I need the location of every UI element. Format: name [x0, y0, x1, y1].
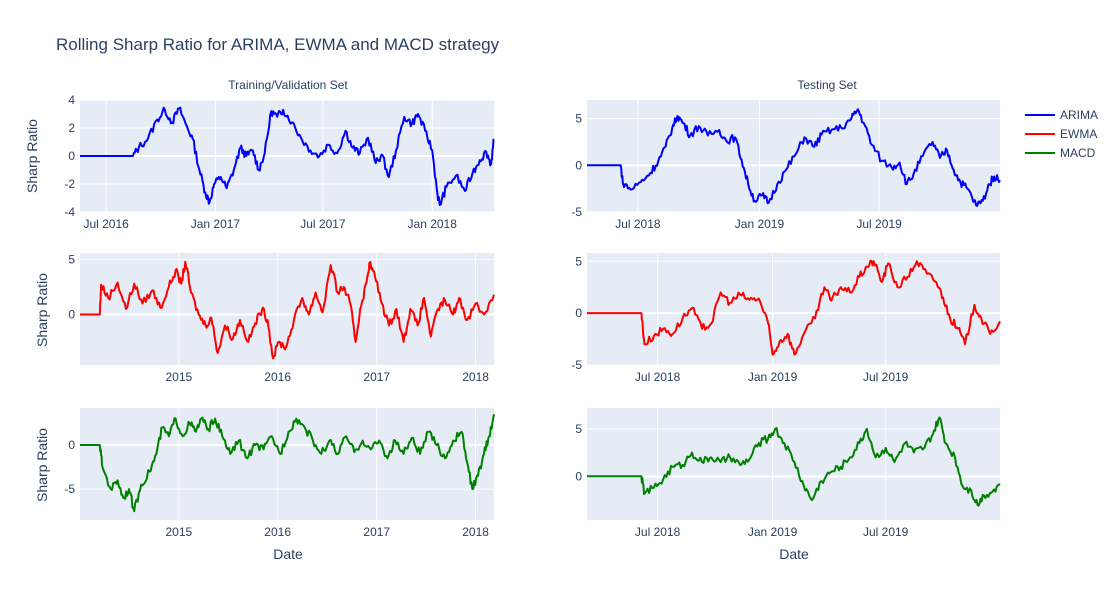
y-tick-label: 0: [68, 149, 75, 163]
y-tick-label: 5: [575, 254, 582, 268]
y-axis-title: Sharp Ratio: [24, 119, 40, 193]
x-tick-label: Jul 2018: [635, 525, 681, 539]
panel-macd-testing: Jul 2018 Jan 2019 Jul 2019 0 5: [575, 408, 1001, 539]
legend: ARIMA EWMA MACD: [1025, 108, 1098, 160]
x-axis-title-left: Date: [273, 546, 303, 562]
panel-arima-testing: Jul 2018 Jan 2019 Jul 2019 -5 0 5: [571, 100, 1001, 231]
series-line-macd: [587, 416, 1001, 507]
x-tick-label: Jan 2019: [748, 525, 798, 539]
y-tick-label: -5: [64, 482, 75, 496]
y-tick-label: 0: [575, 469, 582, 483]
x-tick-label: Jan 2018: [408, 217, 458, 231]
legend-label: ARIMA: [1060, 108, 1098, 122]
x-tick-label: 2017: [363, 370, 390, 384]
x-tick-label: Jul 2018: [635, 370, 681, 384]
y-tick-label: 0: [68, 307, 75, 321]
chart-title: Rolling Sharp Ratio for ARIMA, EWMA and …: [56, 35, 500, 54]
x-tick-label: Jan 2017: [191, 217, 241, 231]
x-tick-label: Jul 2019: [863, 370, 909, 384]
y-tick-label: 5: [575, 112, 582, 126]
y-tick-label: 4: [68, 93, 75, 107]
x-tick-label: 2015: [165, 525, 192, 539]
y-axis-title: Sharp Ratio: [34, 428, 50, 502]
panel-ewma-testing: Jul 2018 Jan 2019 Jul 2019 -5 0 5: [571, 253, 1001, 384]
legend-item-arima[interactable]: ARIMA: [1025, 108, 1098, 122]
legend-item-macd[interactable]: MACD: [1025, 146, 1096, 160]
y-tick-label: 0: [575, 158, 582, 172]
series-line-arima: [80, 106, 495, 206]
legend-item-ewma[interactable]: EWMA: [1025, 127, 1097, 141]
panel-arima-training: Jul 2016 Jan 2017 Jul 2017 Jan 2018 -4 -2 0 2 4 S…: [24, 93, 495, 231]
x-tick-label: 2018: [462, 525, 489, 539]
plot-background: [80, 408, 494, 520]
column-title-testing: Testing Set: [797, 78, 857, 92]
x-tick-label: Jul 2018: [615, 217, 661, 231]
y-tick-label: 0: [575, 306, 582, 320]
y-tick-label: 5: [575, 422, 582, 436]
series-line-ewma: [587, 259, 1001, 356]
x-tick-label: Jul 2019: [863, 525, 909, 539]
y-tick-label: 5: [68, 253, 75, 267]
legend-label: EWMA: [1060, 127, 1097, 141]
column-title-training: Training/Validation Set: [228, 78, 348, 92]
plot-background: [80, 253, 494, 365]
panels: Jul 2016 Jan 2017 Jul 2017 Jan 2018 -4 -2 0 2 4 S…: [24, 93, 1001, 539]
y-axis-title: Sharp Ratio: [34, 273, 50, 347]
panel-ewma-training: 2015 2016 2017 2018 0 5 Sharp Ratio: [34, 253, 495, 384]
series-line-ewma: [80, 260, 495, 360]
panel-macd-training: 2015 2016 2017 2018 -5 0 Sharp Ratio: [34, 408, 495, 539]
plot-background: [587, 253, 1000, 365]
x-tick-label: Jul 2017: [300, 217, 346, 231]
series-line-macd: [80, 414, 495, 513]
x-axis-title-right: Date: [779, 546, 809, 562]
x-tick-label: Jan 2019: [748, 370, 798, 384]
y-tick-label: -2: [64, 177, 75, 191]
x-tick-label: Jan 2019: [735, 217, 785, 231]
x-tick-label: 2017: [363, 525, 390, 539]
legend-label: MACD: [1060, 146, 1096, 160]
x-tick-label: Jul 2019: [856, 217, 902, 231]
x-tick-label: 2015: [165, 370, 192, 384]
x-tick-label: 2016: [264, 525, 291, 539]
x-tick-label: Jul 2016: [83, 217, 129, 231]
x-tick-label: 2016: [264, 370, 291, 384]
plot-background: [587, 408, 1000, 520]
y-tick-label: -5: [571, 205, 582, 219]
y-tick-label: -4: [64, 205, 75, 219]
y-tick-label: 2: [68, 121, 75, 135]
y-tick-label: 0: [68, 438, 75, 452]
x-tick-label: 2018: [462, 370, 489, 384]
series-line-arima: [587, 108, 1001, 207]
y-tick-label: -5: [571, 358, 582, 372]
